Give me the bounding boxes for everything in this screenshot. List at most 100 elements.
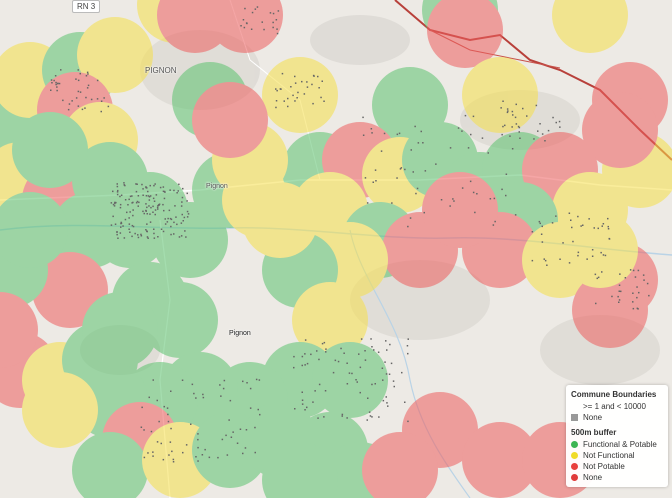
settlement-dot <box>142 210 144 213</box>
settlement-dot <box>229 399 232 402</box>
buffer-circle <box>572 272 648 348</box>
settlement-dot <box>272 26 274 29</box>
settlement-dot <box>197 433 199 435</box>
settlement-dot <box>113 205 116 207</box>
settlement-dot <box>493 197 496 200</box>
settlement-dot <box>116 183 118 185</box>
settlement-dot <box>157 204 160 206</box>
settlement-dot <box>316 350 318 352</box>
settlement-dot <box>186 200 188 202</box>
settlement-dot <box>148 199 151 201</box>
settlement-dot <box>514 116 517 119</box>
buffer-circle <box>0 292 38 368</box>
settlement-dot <box>375 180 377 182</box>
settlement-dot <box>148 196 151 198</box>
settlement-dot <box>370 338 372 340</box>
legend-item-functional: Functional & Potable <box>571 439 663 450</box>
settlement-dot <box>404 168 406 171</box>
settlement-dot <box>132 201 134 204</box>
settlement-dot <box>129 211 131 213</box>
settlement-dot <box>160 442 162 445</box>
settlement-dot <box>135 183 137 185</box>
settlement-dot <box>54 75 57 77</box>
settlement-dot <box>297 91 299 94</box>
settlement-dot <box>632 269 635 272</box>
settlement-dot <box>514 214 517 216</box>
settlement-dot <box>85 96 87 99</box>
legend-swatch-functional <box>571 441 578 448</box>
settlement-dot <box>51 82 53 84</box>
settlement-dot <box>634 276 637 278</box>
settlement-dot <box>314 390 316 392</box>
settlement-dot <box>317 417 319 419</box>
settlement-dot <box>292 94 294 97</box>
settlement-dot <box>143 456 146 459</box>
settlement-dot <box>588 218 590 220</box>
settlement-dot <box>176 192 178 194</box>
settlement-dot <box>470 133 472 136</box>
settlement-dot <box>160 228 163 230</box>
settlement-dot <box>371 416 373 418</box>
settlement-dot <box>140 233 142 236</box>
settlement-dot <box>541 133 544 135</box>
settlement-dot <box>145 186 147 189</box>
settlement-dot <box>269 12 272 14</box>
road-shield-rn3: RN 3 <box>72 0 101 13</box>
settlement-dot <box>512 114 514 116</box>
settlement-dot <box>481 137 484 139</box>
place-label-pignon-town: Pignon <box>229 330 251 337</box>
settlement-dot <box>593 227 595 229</box>
settlement-dot <box>222 387 225 390</box>
settlement-dot <box>204 448 206 451</box>
settlement-dot <box>172 458 175 461</box>
settlement-dot <box>293 355 295 358</box>
settlement-dot <box>175 216 177 218</box>
settlement-dot <box>190 423 192 425</box>
settlement-dot <box>453 200 455 202</box>
buffer-circle <box>262 442 338 498</box>
settlement-dot <box>128 198 130 201</box>
settlement-dot <box>449 147 452 149</box>
settlement-dot <box>303 93 306 95</box>
settlement-dot <box>607 225 609 228</box>
buffer-circle <box>462 422 538 498</box>
settlement-dot <box>112 190 114 193</box>
settlement-dot <box>406 345 409 347</box>
settlement-dot <box>90 98 93 101</box>
settlement-dot <box>374 383 376 385</box>
buffer-circle <box>262 57 338 133</box>
settlement-dot <box>546 264 548 266</box>
settlement-dot <box>648 294 650 297</box>
settlement-dot <box>368 411 371 413</box>
settlement-dot <box>407 420 409 423</box>
settlement-dot <box>505 194 507 197</box>
settlement-dot <box>364 177 367 179</box>
buffer-circle <box>462 57 538 133</box>
settlement-dot <box>145 195 148 197</box>
settlement-dot <box>374 169 377 171</box>
settlement-dot <box>145 209 147 212</box>
settlement-dot <box>221 438 224 441</box>
settlement-dot <box>337 360 340 363</box>
settlement-dot <box>591 249 594 251</box>
settlement-dot <box>86 71 89 74</box>
settlement-dot <box>132 209 134 211</box>
settlement-dot <box>371 383 373 386</box>
settlement-dot <box>120 222 123 224</box>
settlement-dot <box>293 366 295 369</box>
settlement-dot <box>351 372 353 375</box>
settlement-dot <box>162 190 165 193</box>
place-label-pignon-north: PIGNON <box>145 66 177 75</box>
settlement-dot <box>193 392 195 395</box>
settlement-dot <box>79 72 81 75</box>
settlement-dot <box>636 286 638 288</box>
settlement-dot <box>138 201 140 204</box>
settlement-dot <box>618 301 620 303</box>
settlement-dot <box>119 195 121 198</box>
settlement-dot <box>149 195 152 197</box>
settlement-dot <box>399 168 402 170</box>
legend-label-functional: Functional & Potable <box>583 440 657 449</box>
settlement-dot <box>323 100 325 102</box>
settlement-dot <box>637 269 640 272</box>
